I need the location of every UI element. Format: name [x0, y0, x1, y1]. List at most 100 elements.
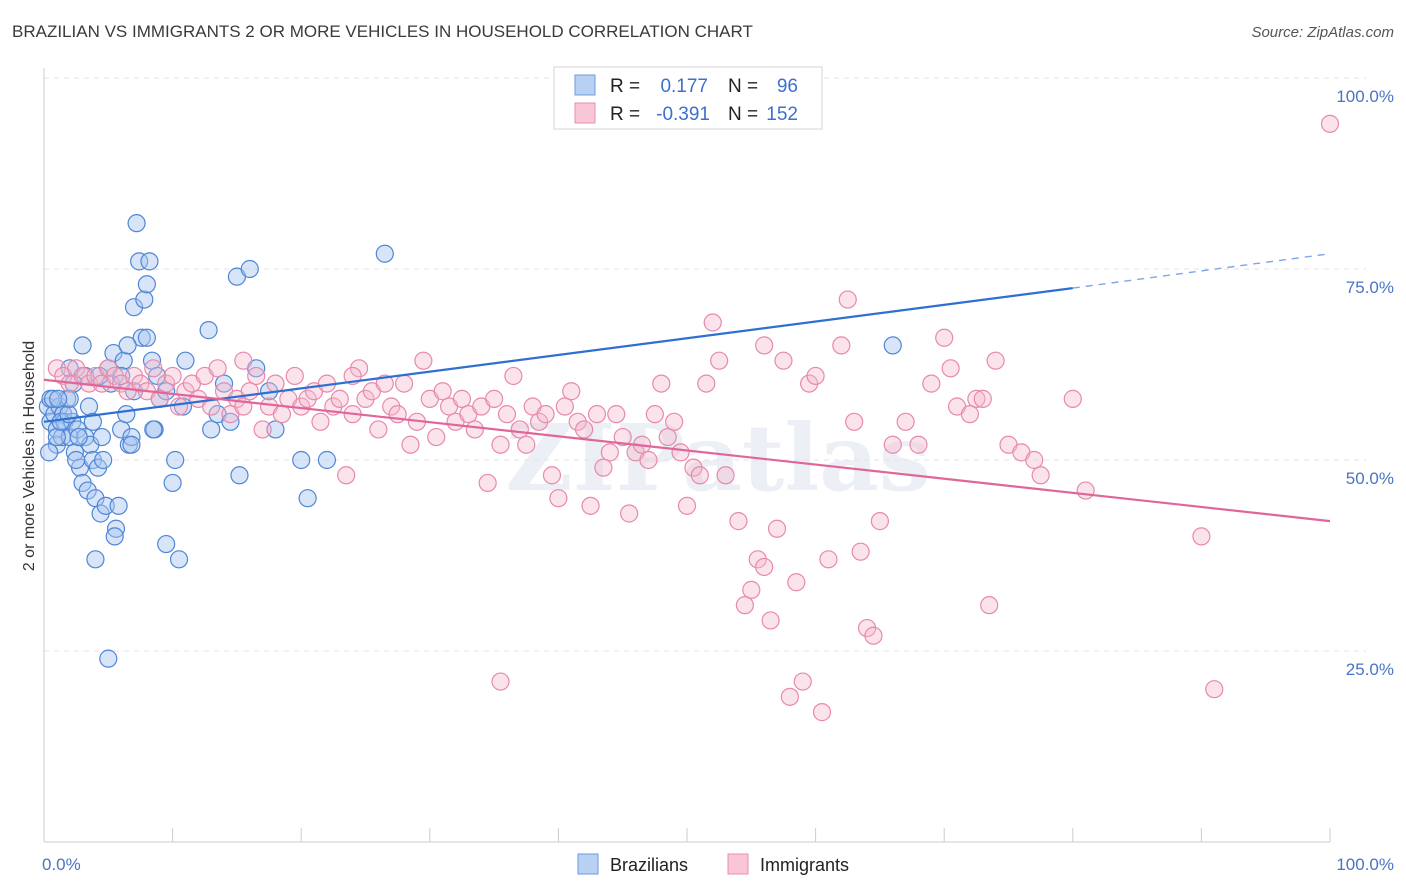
point-immigrants-106 — [735, 596, 754, 615]
point-immigrants-104 — [716, 466, 735, 485]
point-immigrants-126 — [870, 512, 890, 531]
point-immigrants-50 — [369, 420, 388, 439]
point-immigrants-86 — [600, 443, 619, 462]
point-brazilians-32 — [114, 351, 133, 370]
y-tick-labels: 100.0% 75.0% 50.0% 25.0% — [1336, 87, 1394, 679]
point-immigrants-115 — [793, 672, 812, 691]
point-immigrants-9 — [105, 366, 124, 386]
point-immigrants-143 — [1076, 481, 1095, 500]
point-immigrants-109 — [755, 557, 774, 577]
point-immigrants-8 — [99, 359, 118, 378]
point-immigrants-130 — [922, 374, 941, 393]
point-brazilians-33 — [117, 405, 136, 424]
point-brazilians-64 — [298, 489, 317, 508]
point-immigrants-117 — [806, 366, 825, 386]
chart-title: BRAZILIAN VS IMMIGRANTS 2 OR MORE VEHICL… — [12, 22, 753, 41]
point-immigrants-77 — [542, 466, 562, 485]
point-immigrants-99 — [684, 458, 703, 477]
point-immigrants-30 — [240, 382, 259, 401]
point-immigrants-151 — [234, 351, 253, 370]
point-immigrants-41 — [311, 412, 330, 431]
x-tick-label-max: 100.0% — [1336, 855, 1394, 874]
point-brazilians-38 — [130, 252, 149, 271]
point-immigrants-123 — [851, 542, 870, 561]
point-brazilians-29 — [106, 519, 126, 538]
point-immigrants-125 — [864, 626, 883, 645]
point-immigrants-132 — [941, 359, 960, 378]
point-brazilians-30 — [109, 496, 128, 515]
point-brazilians-18 — [78, 481, 97, 500]
point-brazilians-36 — [124, 298, 144, 317]
point-immigrants-70 — [497, 405, 517, 424]
point-immigrants-100 — [690, 466, 709, 485]
point-immigrants-81 — [568, 412, 587, 431]
point-immigrants-3 — [67, 359, 86, 378]
point-immigrants-107 — [742, 580, 761, 599]
point-immigrants-92 — [639, 450, 658, 470]
y-axis-label: 2 or more Vehicles in Household — [21, 341, 38, 571]
point-brazilians-79 — [105, 527, 124, 546]
point-immigrants-39 — [298, 389, 317, 408]
point-immigrants-103 — [710, 351, 729, 370]
point-immigrants-12 — [124, 366, 144, 386]
point-immigrants-116 — [800, 374, 819, 393]
series-immigrants-points — [47, 114, 1340, 722]
point-brazilians-52 — [199, 321, 218, 340]
point-immigrants-118 — [812, 703, 832, 722]
point-brazilians-72 — [47, 427, 66, 447]
point-immigrants-75 — [530, 412, 549, 431]
y-tick-label-75: 75.0% — [1346, 278, 1394, 297]
point-brazilians-35 — [122, 427, 141, 447]
point-immigrants-25 — [208, 359, 227, 378]
point-immigrants-108 — [748, 550, 767, 569]
point-immigrants-13 — [131, 374, 150, 393]
point-brazilians-48 — [163, 473, 182, 493]
point-immigrants-114 — [787, 573, 806, 592]
point-immigrants-141 — [1031, 466, 1050, 485]
point-brazilians-95 — [122, 435, 141, 454]
legend-n-value-immigrants: 152 — [766, 104, 798, 125]
point-brazilians-83 — [40, 443, 59, 462]
point-brazilians-67 — [883, 336, 902, 355]
legend-swatch-immigrants — [574, 102, 596, 124]
point-immigrants-68 — [485, 389, 504, 408]
point-brazilians-51 — [99, 649, 118, 668]
point-immigrants-144 — [1192, 527, 1211, 546]
point-immigrants-128 — [896, 412, 915, 431]
point-immigrants-131 — [935, 328, 954, 347]
point-immigrants-31 — [247, 366, 266, 386]
point-immigrants-136 — [973, 389, 992, 408]
point-brazilians-58 — [230, 466, 249, 485]
point-immigrants-94 — [652, 374, 671, 393]
bottom-legend-swatch-brazilians — [577, 853, 599, 875]
point-immigrants-120 — [832, 336, 851, 355]
point-brazilians-75 — [86, 550, 105, 569]
point-brazilians-59 — [240, 259, 259, 279]
point-immigrants-112 — [774, 351, 793, 370]
point-immigrants-45 — [337, 466, 356, 485]
point-brazilians-89 — [83, 412, 102, 431]
point-brazilians-93 — [49, 389, 68, 408]
point-brazilians-49 — [166, 450, 185, 470]
point-immigrants-34 — [266, 374, 285, 393]
point-immigrants-54 — [394, 374, 414, 393]
point-immigrants-88 — [613, 427, 632, 447]
point-brazilians-80 — [79, 397, 99, 416]
legend-r-label-brazilians: R = — [610, 76, 640, 97]
y-tick-label-100: 100.0% — [1336, 87, 1394, 106]
correlation-legend: R = 0.177 N = 96 R = -0.391 N = 152 — [553, 66, 823, 130]
point-brazilians-76 — [92, 427, 111, 447]
point-brazilians-66 — [375, 244, 394, 263]
point-brazilians-41 — [137, 275, 156, 294]
point-immigrants-0 — [47, 359, 66, 378]
point-immigrants-48 — [356, 389, 375, 408]
point-immigrants-18 — [163, 366, 182, 386]
legend-n-label-brazilians: N = — [728, 76, 758, 97]
x-tick-marks — [43, 828, 1331, 842]
point-brazilians-24 — [94, 450, 113, 470]
point-immigrants-119 — [819, 550, 838, 569]
point-brazilians-47 — [157, 534, 176, 554]
point-immigrants-47 — [349, 359, 369, 378]
bottom-legend-swatch-immigrants — [727, 853, 749, 875]
point-immigrants-52 — [382, 397, 401, 416]
